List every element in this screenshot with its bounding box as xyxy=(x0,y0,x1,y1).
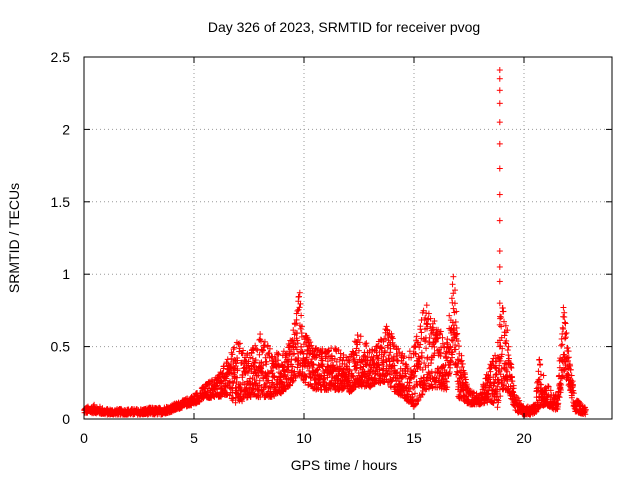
data-point xyxy=(418,329,425,336)
data-point xyxy=(562,320,569,327)
data-point xyxy=(563,329,570,336)
plot-frame xyxy=(83,56,613,420)
data-point xyxy=(496,217,503,224)
data-point xyxy=(455,343,462,350)
x-tick-label: 15 xyxy=(406,430,422,446)
y-tick-label: 0 xyxy=(62,411,70,427)
data-point xyxy=(458,357,465,364)
y-axis-label: SRMTID / TECUs xyxy=(6,183,22,293)
data-point xyxy=(500,308,507,315)
data-point xyxy=(260,347,267,354)
data-point xyxy=(564,344,571,351)
data-point xyxy=(540,372,547,379)
data-point xyxy=(450,273,457,280)
data-points xyxy=(81,67,589,418)
data-point xyxy=(496,191,503,198)
data-point xyxy=(231,344,238,351)
data-point xyxy=(418,349,425,356)
data-point xyxy=(449,281,456,288)
data-point xyxy=(565,348,572,355)
data-point xyxy=(496,263,503,270)
y-tick-label: 2 xyxy=(62,121,70,137)
data-point xyxy=(496,67,503,74)
chart-title: Day 326 of 2023, SRMTID for receiver pvo… xyxy=(208,19,480,35)
data-point xyxy=(496,165,503,172)
data-point xyxy=(261,338,268,345)
data-point xyxy=(496,278,503,285)
data-point xyxy=(296,293,303,300)
data-point xyxy=(253,345,260,352)
data-point xyxy=(496,100,503,107)
data-point xyxy=(558,342,565,349)
data-point xyxy=(417,323,424,330)
data-point xyxy=(496,248,503,255)
data-point xyxy=(224,356,231,363)
data-point xyxy=(91,401,98,408)
data-point xyxy=(498,314,505,321)
data-point xyxy=(257,331,264,338)
y-tick-label: 0.5 xyxy=(51,339,71,355)
x-tick-label: 0 xyxy=(80,430,88,446)
x-tick-label: 5 xyxy=(190,430,198,446)
data-point xyxy=(290,327,297,334)
x-axis-label: GPS time / hours xyxy=(291,457,398,473)
data-point xyxy=(496,300,503,307)
x-tick-label: 10 xyxy=(296,430,312,446)
data-point xyxy=(505,352,512,359)
data-point xyxy=(494,404,501,411)
grid xyxy=(84,57,612,419)
x-tick-label: 20 xyxy=(516,430,532,446)
data-point xyxy=(447,364,454,371)
data-point xyxy=(354,332,361,339)
data-point xyxy=(450,305,457,312)
data-point xyxy=(561,309,568,316)
data-point xyxy=(296,289,303,296)
data-point xyxy=(496,75,503,82)
y-tick-label: 1.5 xyxy=(51,194,71,210)
data-point xyxy=(496,140,503,147)
data-point xyxy=(496,87,503,94)
data-point xyxy=(357,333,364,340)
data-point xyxy=(537,361,544,368)
data-point xyxy=(363,340,370,347)
data-point xyxy=(423,302,430,309)
y-tick-label: 2.5 xyxy=(51,49,71,65)
data-point xyxy=(298,330,305,337)
y-tick-label: 1 xyxy=(62,266,70,282)
data-point xyxy=(561,319,568,326)
data-point xyxy=(504,347,511,354)
data-point xyxy=(536,357,543,364)
data-point xyxy=(496,119,503,126)
data-point xyxy=(560,304,567,311)
data-point xyxy=(236,340,243,347)
